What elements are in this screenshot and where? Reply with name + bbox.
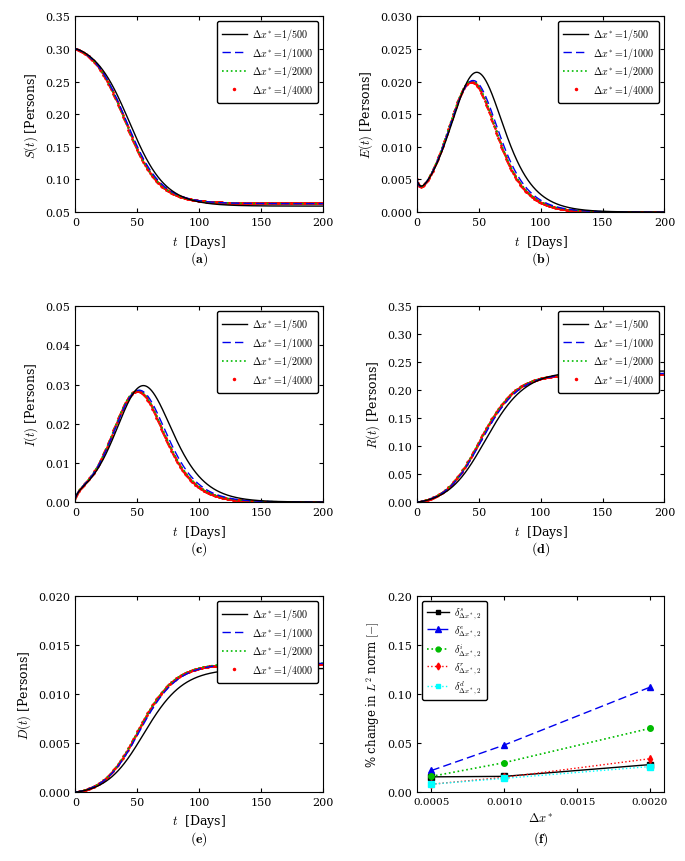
Legend: $\Delta x^*\!=\!1/500$, $\Delta x^*\!=\!1/1000$, $\Delta x^*\!=\!1/2000$, $\Delt: $\Delta x^*\!=\!1/500$, $\Delta x^*\!=\!… xyxy=(558,22,660,103)
Text: $\mathbf{(b)}$: $\mathbf{(b)}$ xyxy=(531,250,550,268)
Text: $\mathbf{(a)}$: $\mathbf{(a)}$ xyxy=(190,250,208,268)
Text: $\mathbf{(d)}$: $\mathbf{(d)}$ xyxy=(531,540,550,557)
X-axis label: $t$  [Days]: $t$ [Days] xyxy=(172,523,226,540)
X-axis label: $t$  [Days]: $t$ [Days] xyxy=(172,813,226,829)
Text: $\mathbf{(f)}$: $\mathbf{(f)}$ xyxy=(533,829,549,847)
Legend: $\Delta x^*\!=\!1/500$, $\Delta x^*\!=\!1/1000$, $\Delta x^*\!=\!1/2000$, $\Delt: $\Delta x^*\!=\!1/500$, $\Delta x^*\!=\!… xyxy=(216,312,318,393)
Legend: $\Delta x^*\!=\!1/500$, $\Delta x^*\!=\!1/1000$, $\Delta x^*\!=\!1/2000$, $\Delt: $\Delta x^*\!=\!1/500$, $\Delta x^*\!=\!… xyxy=(216,602,318,683)
Y-axis label: $S(t)$ [Persons]: $S(t)$ [Persons] xyxy=(23,71,40,158)
Legend: $\Delta x^*\!=\!1/500$, $\Delta x^*\!=\!1/1000$, $\Delta x^*\!=\!1/2000$, $\Delt: $\Delta x^*\!=\!1/500$, $\Delta x^*\!=\!… xyxy=(216,22,318,103)
X-axis label: $t$  [Days]: $t$ [Days] xyxy=(514,523,568,540)
X-axis label: $\Delta x^*$: $\Delta x^*$ xyxy=(528,812,553,825)
Legend: $\Delta x^*\!=\!1/500$, $\Delta x^*\!=\!1/1000$, $\Delta x^*\!=\!1/2000$, $\Delt: $\Delta x^*\!=\!1/500$, $\Delta x^*\!=\!… xyxy=(558,312,660,393)
X-axis label: $t$  [Days]: $t$ [Days] xyxy=(172,233,226,251)
Legend: $\delta^s_{\Delta x^*,2}$, $\delta^e_{\Delta x^*,2}$, $\delta^i_{\Delta x^*,2}$,: $\delta^s_{\Delta x^*,2}$, $\delta^e_{\D… xyxy=(422,602,486,701)
Y-axis label: $E(t)$ [Persons]: $E(t)$ [Persons] xyxy=(357,71,375,159)
Y-axis label: $I(t)$ [Persons]: $I(t)$ [Persons] xyxy=(23,362,40,447)
Text: $\mathbf{(e)}$: $\mathbf{(e)}$ xyxy=(190,829,208,847)
Y-axis label: % change in $L^2$ norm $[-]$: % change in $L^2$ norm $[-]$ xyxy=(364,621,382,767)
Y-axis label: $R(t)$ [Persons]: $R(t)$ [Persons] xyxy=(364,361,382,449)
X-axis label: $t$  [Days]: $t$ [Days] xyxy=(514,233,568,251)
Y-axis label: $D(t)$ [Persons]: $D(t)$ [Persons] xyxy=(15,650,33,739)
Text: $\mathbf{(c)}$: $\mathbf{(c)}$ xyxy=(190,540,208,557)
